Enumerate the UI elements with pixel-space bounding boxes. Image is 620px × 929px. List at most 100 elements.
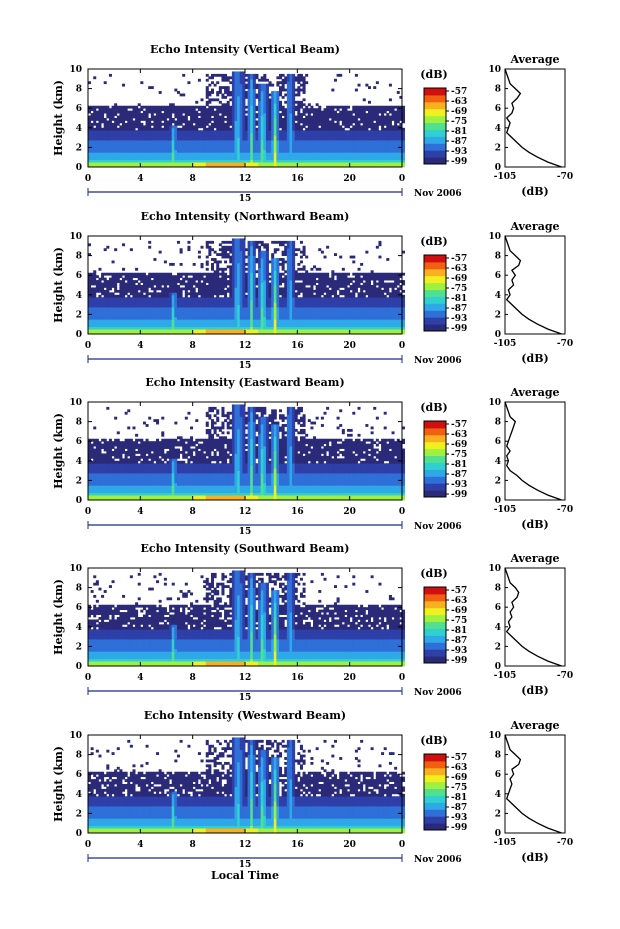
heatmap-cell [352, 159, 356, 163]
heatmap-cell [200, 277, 204, 281]
heatmap-cell [239, 294, 243, 298]
heatmap-cell [367, 130, 371, 134]
heatmap-cell [208, 115, 212, 119]
heatmap-cell [218, 125, 222, 129]
heatmap-cell [229, 122, 233, 126]
heatmap-cell [326, 132, 330, 136]
heatmap-cell [297, 154, 301, 158]
heatmap-cell [195, 100, 199, 104]
heatmap-cell [213, 120, 217, 124]
heatmap-cell [95, 316, 99, 320]
heatmap-cell [203, 272, 207, 276]
heatmap-cell [90, 122, 94, 126]
heatmap-cell [171, 142, 175, 146]
heatmap-cell [116, 297, 120, 301]
heatmap-cell [140, 127, 144, 131]
heatmap-cell [145, 294, 149, 298]
heatmap-cell [213, 115, 217, 119]
heatmap-cell [184, 113, 188, 116]
heatmap-cell [242, 149, 246, 153]
heatmap-cell [156, 157, 160, 161]
heatmap-cell [179, 157, 183, 161]
heatmap-cell [129, 299, 133, 303]
heatmap-cell [127, 311, 131, 315]
heatmap-cell [273, 157, 277, 161]
heatmap-cell [229, 132, 233, 136]
heatmap-cell [268, 154, 272, 158]
heatmap-cell [192, 329, 196, 332]
heatmap-cell [391, 132, 395, 136]
heatmap-cell [116, 115, 120, 119]
heatmap-cell [145, 137, 149, 141]
heatmap-cell [239, 110, 243, 114]
heatmap-cell [224, 326, 228, 330]
heatmap-cell [190, 140, 194, 143]
heatmap-cell [367, 105, 371, 109]
heatmap-cell [402, 110, 406, 114]
heatmap-cell [169, 316, 173, 320]
heatmap-cell [247, 127, 251, 131]
heatmap-cell [323, 142, 327, 146]
heatmap-cell [245, 302, 249, 305]
heatmap-cell [378, 159, 382, 163]
heatmap-cell [150, 304, 154, 308]
heatmap-cell [242, 280, 246, 283]
heatmap-cell [307, 103, 311, 107]
heatmap-cell [145, 326, 149, 330]
heatmap-cell [103, 272, 107, 276]
heatmap-cell [221, 108, 225, 112]
heatmap-cell [200, 272, 204, 276]
heatmap-cell [289, 98, 293, 102]
heatmap-cell [263, 147, 267, 151]
heatmap-cell [103, 142, 107, 146]
heatmap-cell [187, 240, 191, 244]
heatmap-cell [142, 326, 146, 330]
heatmap-cell [145, 154, 149, 158]
heatmap-cell [362, 140, 366, 143]
heatmap-cell [169, 147, 173, 151]
heatmap-cell [203, 299, 207, 303]
heatmap-cell [137, 159, 141, 163]
heatmap-cell [153, 130, 157, 134]
heatmap-cell [218, 127, 222, 131]
heatmap-cell [101, 326, 105, 330]
heatmap-cell [297, 130, 301, 134]
heatmap-cell [200, 314, 204, 318]
heatmap-cell [205, 319, 209, 323]
heatmap-cell [352, 147, 356, 151]
heatmap-cell [326, 140, 330, 143]
heatmap-cell [103, 144, 107, 148]
heatmap-cell [140, 307, 144, 310]
heatmap-cell [237, 127, 241, 131]
heatmap-cell [245, 157, 249, 161]
heatmap-cell [182, 142, 186, 146]
heatmap-cell [140, 285, 144, 288]
heatmap-cell [281, 164, 285, 168]
heatmap-cell [399, 142, 403, 146]
heatmap-cell [163, 137, 167, 141]
heatmap-cell [276, 100, 280, 104]
heatmap-cell [200, 130, 204, 134]
heatmap-cell [388, 122, 392, 126]
heatmap-cell [216, 321, 220, 325]
heatmap-cell [124, 135, 128, 138]
heatmap-cell [95, 304, 99, 308]
heatmap-cell [88, 81, 92, 85]
heatmap-cell [333, 105, 337, 109]
heatmap-cell [210, 297, 214, 301]
heatmap-cell [239, 250, 243, 254]
heatmap-cell [352, 142, 356, 146]
heatmap-cell [124, 289, 128, 293]
heatmap-cell [231, 142, 235, 146]
heatmap-cell [252, 140, 256, 143]
heatmap-cell [132, 287, 136, 291]
heatmap-cell [307, 137, 311, 141]
heatmap-cell [297, 132, 301, 136]
heatmap-cell [234, 294, 238, 298]
heatmap-cell [218, 118, 222, 121]
heatmap-cell [192, 316, 196, 320]
heatmap-cell [273, 137, 277, 141]
heatmap-cell [108, 307, 112, 310]
heatmap-cell [302, 130, 306, 134]
heatmap-cell [221, 240, 225, 244]
